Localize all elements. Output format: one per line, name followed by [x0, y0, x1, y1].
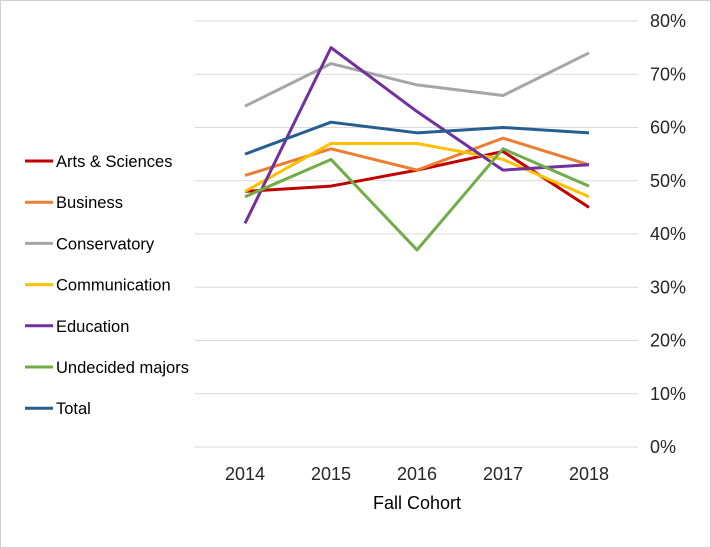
legend-label: Arts & Sciences: [56, 153, 172, 171]
series-line-education: [243, 46, 590, 225]
legend-label: Total: [56, 400, 91, 418]
legend-label: Education: [56, 318, 129, 336]
legend: Arts & Sciences Business Conservatory Commu…: [25, 153, 189, 418]
x-axis-tick-labels: 2014 2015 2016 2017 2018: [225, 464, 609, 484]
x-tick-label: 2016: [397, 464, 437, 484]
series-line-total: [244, 120, 590, 156]
y-tick-label: 10%: [650, 384, 686, 404]
y-tick-label: 20%: [650, 331, 686, 351]
y-tick-label: 60%: [650, 118, 686, 138]
x-tick-label: 2018: [569, 464, 609, 484]
y-tick-label: 30%: [650, 277, 686, 297]
legend-label: Business: [56, 194, 123, 212]
y-tick-label: 50%: [650, 171, 686, 191]
gridlines: [195, 20, 638, 448]
x-tick-label: 2015: [311, 464, 351, 484]
series-line-undecided-majors: [244, 147, 590, 252]
series-line-business: [244, 136, 590, 177]
legend-label: Communication: [56, 277, 171, 295]
x-axis-title: Fall Cohort: [373, 493, 461, 513]
y-tick-label: 80%: [650, 11, 686, 31]
y-tick-label: 40%: [650, 224, 686, 244]
y-tick-label: 0%: [650, 437, 676, 457]
y-axis-tick-labels: 0% 10% 20% 30% 40% 50% 60% 70% 80%: [650, 11, 686, 457]
x-tick-label: 2014: [225, 464, 265, 484]
y-tick-label: 70%: [650, 64, 686, 84]
series-lines: [243, 46, 590, 252]
legend-label: Undecided majors: [56, 359, 189, 377]
x-tick-label: 2017: [483, 464, 523, 484]
legend-label: Conservatory: [56, 235, 155, 253]
series-line-communication: [244, 141, 590, 199]
series-line-conservatory: [244, 51, 590, 108]
